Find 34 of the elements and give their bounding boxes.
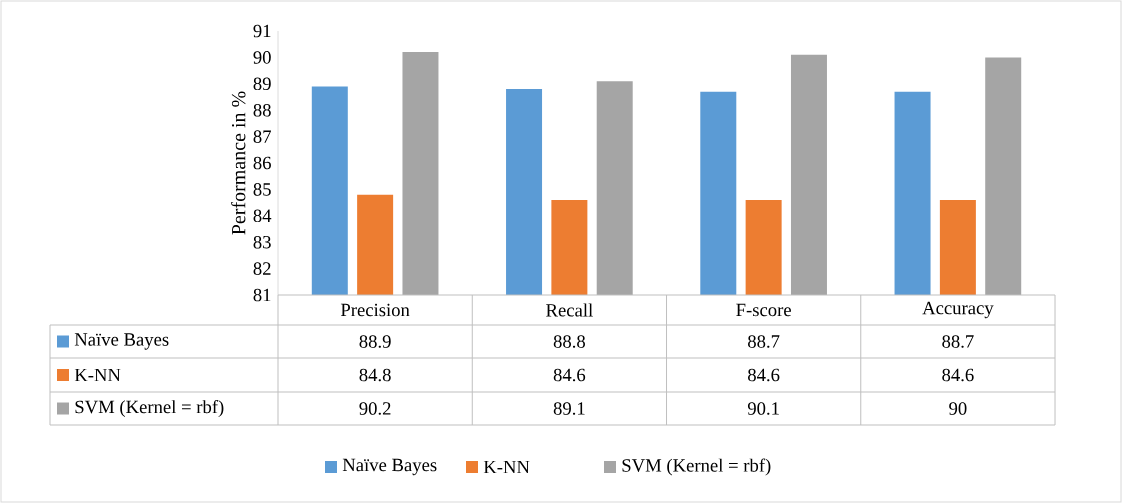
data-label: 88.8: [553, 335, 585, 348]
x-tick-label: F-score: [736, 303, 791, 317]
data-label: 90.1: [747, 402, 779, 415]
y-tick-label: 91: [253, 24, 271, 38]
y-tick-label: 86: [253, 156, 271, 170]
data-label: 89.1: [553, 402, 585, 415]
x-tick-label: Accuracy: [922, 301, 994, 319]
y-tick-label: 89: [253, 77, 271, 91]
data-label: 90: [949, 402, 967, 415]
data-label: 84.6: [942, 368, 974, 382]
data-label: 84.8: [359, 368, 391, 382]
legend-label: K-NN: [483, 460, 530, 474]
data-label: 88.7: [942, 335, 974, 348]
x-tick-label: Recall: [546, 303, 593, 317]
y-tick-label: 88: [253, 103, 271, 117]
data-label: 84.6: [748, 368, 780, 382]
y-tick-label: 90: [253, 51, 271, 64]
y-axis-title: Performance in %: [231, 91, 246, 235]
data-label: 88.7: [748, 335, 780, 348]
text: K-NN: [74, 368, 121, 382]
y-tick-label: 82: [253, 262, 271, 275]
text: Naïve Bayes: [342, 458, 437, 476]
x-tick-label: Precision: [340, 303, 410, 317]
y-tick-label: 84: [253, 209, 272, 223]
y-tick-label: 83: [253, 235, 271, 249]
data-label: 90.2: [359, 402, 391, 415]
y-tick-label: 85: [253, 183, 271, 196]
y-tick-label: 87: [253, 130, 271, 143]
y-tick-label: 81: [253, 288, 271, 302]
data-label: 84.6: [553, 368, 586, 382]
text: SVM (Kernel = rbf): [75, 399, 224, 418]
legend-label: SVM (Kernel = rbf): [622, 458, 771, 476]
data-label: 88.9: [359, 335, 391, 348]
legend-label: Naïve Bayes: [74, 333, 169, 350]
